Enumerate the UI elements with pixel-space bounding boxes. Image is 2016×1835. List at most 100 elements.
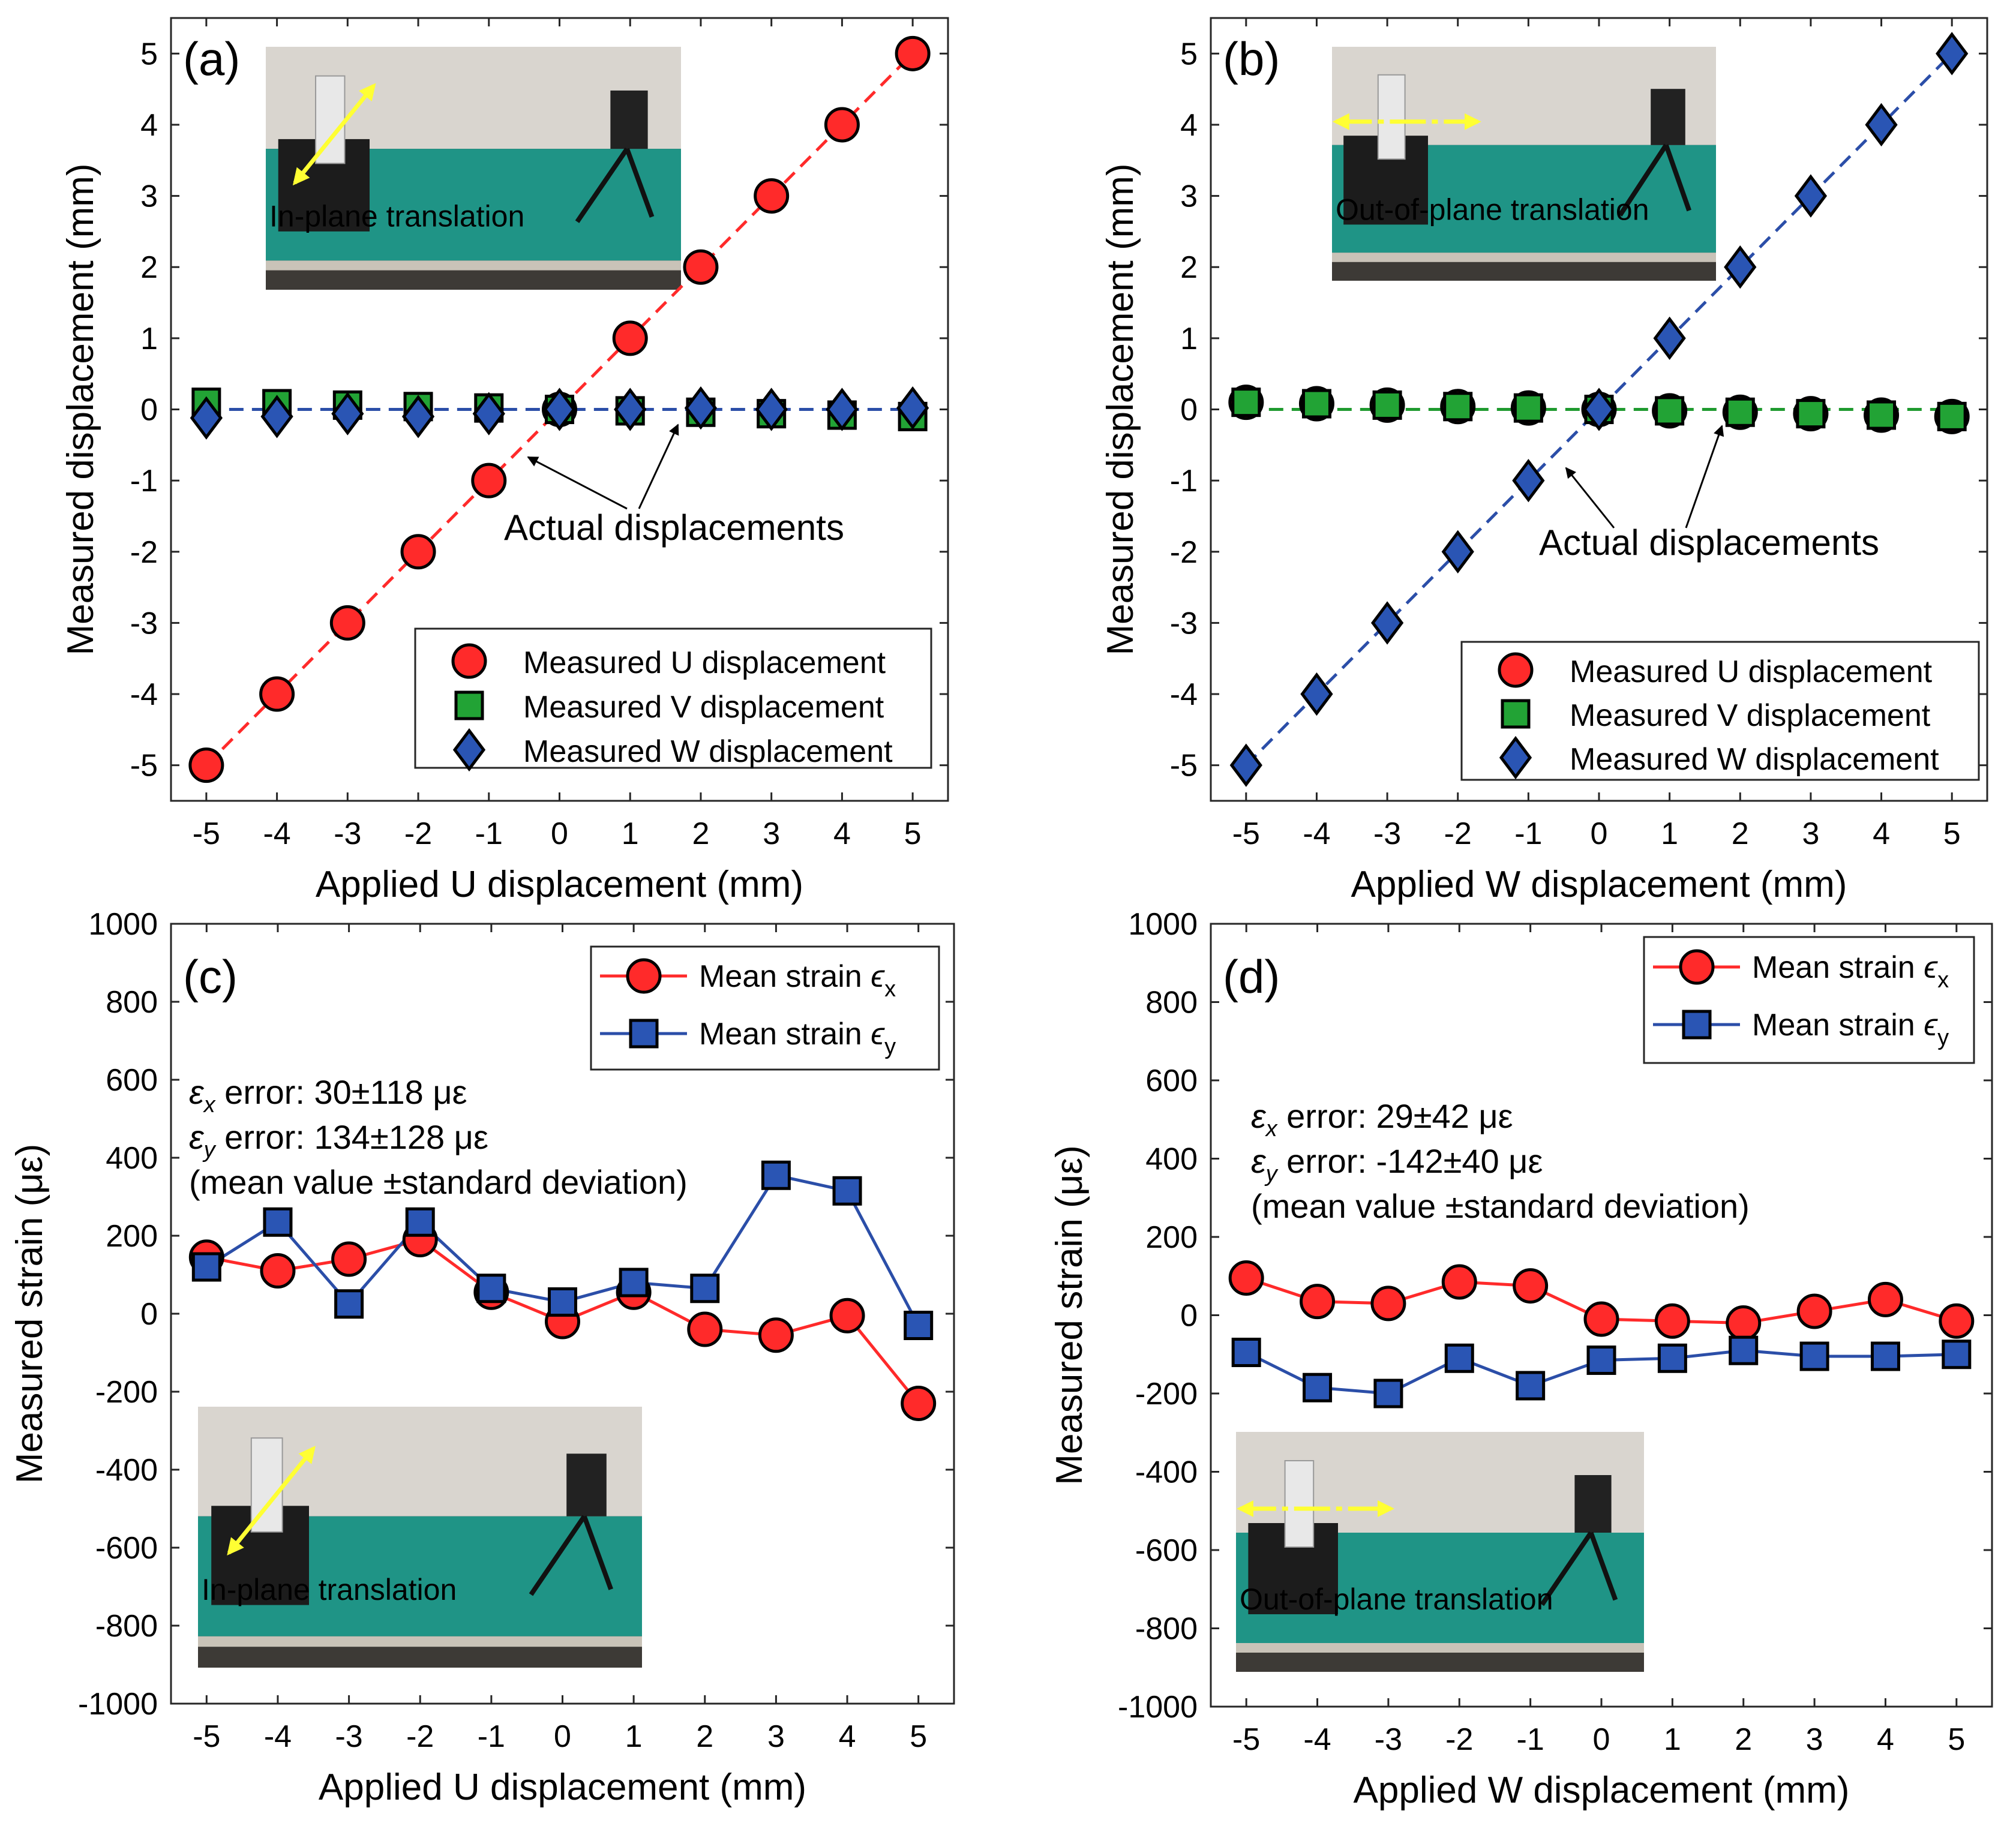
y-tick-label: -3 xyxy=(130,606,158,641)
data-point xyxy=(401,395,435,439)
setup-photo: Out-of-plane translation xyxy=(1236,1432,1644,1672)
y-tick-label: 4 xyxy=(1180,108,1198,143)
data-point xyxy=(1657,1343,1687,1373)
data-point xyxy=(826,388,859,431)
series-square xyxy=(1231,1335,1972,1408)
data-point xyxy=(472,392,505,436)
legend-label: Mean strain ϵx xyxy=(1752,950,1949,993)
photo-tripod-leg xyxy=(1540,1531,1593,1606)
y-tick-label: 5 xyxy=(140,37,158,71)
y-tick-label: 800 xyxy=(106,985,158,1020)
photo-ruler xyxy=(1236,1643,1644,1653)
setup-photo: In-plane translation xyxy=(198,1407,642,1668)
legend-label: Measured V displacement xyxy=(1570,698,1931,733)
legend-marker xyxy=(1682,1010,1712,1040)
error-text: (mean value ±standard deviation) xyxy=(1251,1187,1750,1225)
data-point xyxy=(619,1268,649,1298)
y-tick-label: -1000 xyxy=(78,1687,158,1722)
x-tick-label: -1 xyxy=(478,1719,505,1754)
data-point xyxy=(1300,1284,1336,1320)
legend-marker xyxy=(454,690,484,720)
photo-speckle-specimen xyxy=(1377,74,1406,160)
x-tick-label: -4 xyxy=(264,1719,292,1754)
data-point xyxy=(331,392,364,436)
x-tick-label: 4 xyxy=(839,1719,856,1754)
data-point xyxy=(543,388,576,431)
y-tick-label: 1000 xyxy=(1128,907,1198,942)
x-tick-label: 0 xyxy=(1591,816,1608,851)
x-tick-label: 1 xyxy=(622,816,639,851)
data-point xyxy=(1726,1305,1762,1341)
annotation-arrow xyxy=(1685,425,1724,528)
data-point xyxy=(1729,1335,1759,1365)
data-point xyxy=(1441,1264,1477,1300)
y-tick-label: -2 xyxy=(1170,535,1198,570)
y-tick-label: -4 xyxy=(1170,677,1198,712)
x-tick-label: 5 xyxy=(904,816,922,851)
data-point xyxy=(1939,1303,1975,1339)
x-tick-label: 0 xyxy=(1593,1722,1610,1757)
x-tick-label: -1 xyxy=(1514,816,1542,851)
y-tick-label: -800 xyxy=(1135,1612,1198,1647)
series-square xyxy=(191,1160,934,1340)
x-tick-label: -1 xyxy=(475,816,503,851)
data-point xyxy=(824,107,860,143)
x-tick-label: -5 xyxy=(193,1719,220,1754)
data-point xyxy=(1301,389,1331,419)
error-text: (mean value ±standard deviation) xyxy=(189,1163,688,1201)
data-point xyxy=(1724,245,1757,289)
x-tick-label: 0 xyxy=(554,1719,571,1754)
photo-tripod-leg xyxy=(575,147,629,223)
x-tick-label: -2 xyxy=(1445,1722,1473,1757)
data-point xyxy=(1867,1281,1903,1317)
series-diamond xyxy=(190,386,929,440)
data-point xyxy=(612,320,648,356)
y-tick-label: -600 xyxy=(95,1531,158,1566)
x-tick-label: 2 xyxy=(1735,1722,1752,1757)
data-point xyxy=(260,395,293,439)
data-point xyxy=(690,1274,720,1304)
x-tick-label: -5 xyxy=(1232,1722,1260,1757)
y-tick-label: -1000 xyxy=(1118,1690,1198,1725)
annotation-arrow xyxy=(638,424,679,509)
y-tick-label: 0 xyxy=(1180,1299,1198,1334)
double-arrow-icon xyxy=(227,1446,316,1555)
y-tick-label: 2 xyxy=(140,250,158,285)
x-axis-label: Applied W displacement (mm) xyxy=(1354,1770,1850,1811)
data-point xyxy=(1796,1293,1832,1329)
x-tick-label: 4 xyxy=(833,816,851,851)
data-point xyxy=(1443,392,1473,422)
x-tick-label: -1 xyxy=(1517,1722,1544,1757)
error-text: εx error: 30±118 με xyxy=(189,1073,467,1118)
y-tick-label: -400 xyxy=(1135,1455,1198,1490)
photo-camera xyxy=(566,1453,607,1516)
photo-caption: In-plane translation xyxy=(202,1573,457,1606)
data-point xyxy=(1228,1260,1264,1296)
y-tick-label: -600 xyxy=(1135,1533,1198,1568)
y-tick-label: 1 xyxy=(140,322,158,356)
x-tick-label: -3 xyxy=(334,816,361,851)
x-tick-label: 1 xyxy=(1664,1722,1681,1757)
legend: Mean strain ϵx Mean strain ϵy xyxy=(590,945,940,1071)
legend-marker xyxy=(1498,652,1534,688)
data-point xyxy=(405,1207,435,1237)
data-point xyxy=(190,396,223,440)
data-point xyxy=(1231,1337,1261,1367)
data-point xyxy=(1370,601,1404,645)
data-point xyxy=(754,178,790,214)
y-tick-label: 600 xyxy=(1145,1064,1198,1098)
photo-ruler xyxy=(266,260,681,271)
data-point xyxy=(548,1287,577,1317)
y-tick-label: 4 xyxy=(140,108,158,143)
data-point xyxy=(1582,388,1616,431)
data-point xyxy=(687,1311,723,1347)
photo-tripod-leg xyxy=(582,1515,613,1590)
data-point xyxy=(334,1289,364,1319)
y-tick-label: -400 xyxy=(95,1453,158,1488)
photo-tripod-leg xyxy=(1664,144,1691,212)
y-tick-label: -4 xyxy=(130,677,158,712)
data-point xyxy=(1867,400,1897,430)
legend-marker xyxy=(452,728,486,772)
x-tick-label: 3 xyxy=(1802,816,1819,851)
